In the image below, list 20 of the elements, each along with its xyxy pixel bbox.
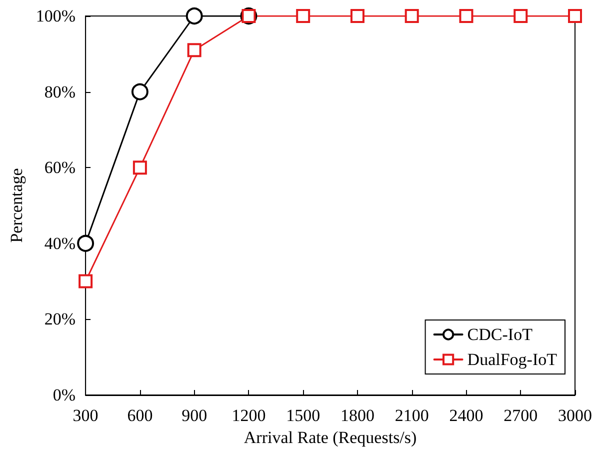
legend-label: DualFog-IoT bbox=[467, 350, 558, 369]
y-tick-label: 40% bbox=[44, 234, 76, 253]
x-tick-label: 2400 bbox=[449, 406, 484, 425]
y-tick-label: 20% bbox=[44, 310, 76, 329]
x-tick-label: 3000 bbox=[558, 406, 592, 425]
legend-label: CDC-IoT bbox=[467, 325, 534, 344]
x-tick-label: 2700 bbox=[504, 406, 538, 425]
y-tick-label: 60% bbox=[44, 158, 76, 178]
x-tick-label: 1800 bbox=[340, 406, 374, 425]
y-tick-label: 80% bbox=[44, 82, 76, 102]
x-axis-title: Arrival Rate (Requests/s) bbox=[244, 428, 417, 447]
y-axis-title: Percentage bbox=[7, 168, 26, 243]
y-tick-label: 100% bbox=[36, 6, 76, 26]
x-tick-label: 600 bbox=[127, 406, 153, 425]
x-tick-label: 300 bbox=[72, 406, 98, 425]
x-tick-label: 1500 bbox=[286, 406, 320, 425]
x-tick-label: 2100 bbox=[394, 406, 429, 425]
x-tick-label: 900 bbox=[182, 406, 208, 425]
x-tick-label: 1200 bbox=[232, 406, 266, 425]
y-tick-label: 0% bbox=[52, 386, 76, 404]
